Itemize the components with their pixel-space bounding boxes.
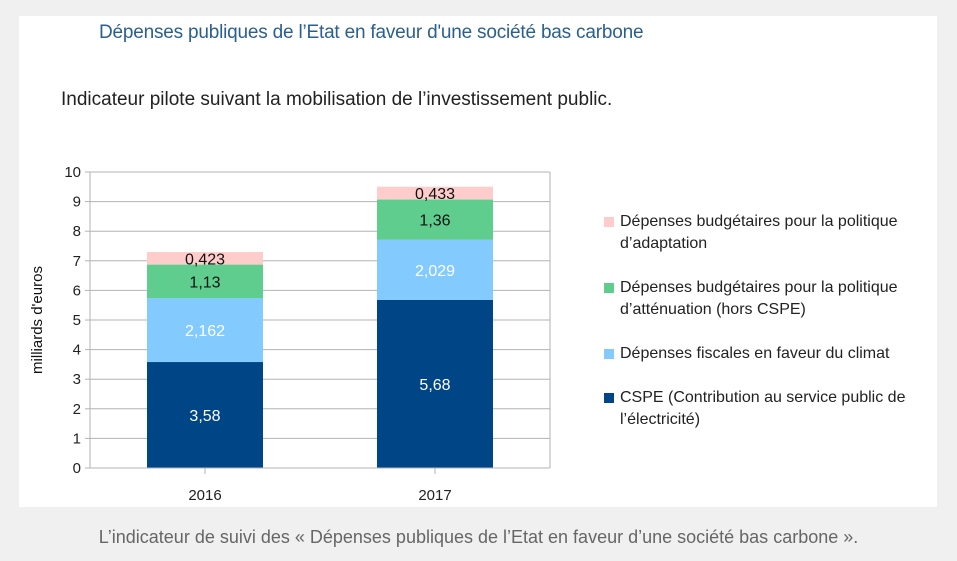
bar-segment xyxy=(147,252,263,265)
legend-swatch xyxy=(604,393,614,403)
y-tick-label: 1 xyxy=(73,430,81,447)
y-tick-label: 0 xyxy=(73,460,81,477)
bar-chart: 0 1 2 3 4 5 6 7 8 9 10 milliards d'euros 3,58 2,162 1,… xyxy=(29,164,551,504)
x-tick-label: 2017 xyxy=(418,487,451,504)
legend-item: CSPE (Contribution au service public de … xyxy=(604,387,934,431)
bar-segment xyxy=(377,186,493,200)
legend-item: Dépenses budgétaires pour la politique d… xyxy=(604,277,934,321)
bar-segment xyxy=(147,264,263,299)
legend-label: Dépenses budgétaires pour la politique d… xyxy=(620,213,898,252)
y-tick-label: 10 xyxy=(64,164,81,181)
legend-swatch xyxy=(604,283,614,293)
legend-label: CSPE (Contribution au service public de … xyxy=(620,389,906,428)
data-label: 1,13 xyxy=(189,274,220,291)
bar-segment xyxy=(377,239,493,300)
chart-legend: Dépenses budgétaires pour la politique d… xyxy=(604,211,934,453)
legend-label: Dépenses fiscales en faveur du climat xyxy=(620,345,890,362)
data-label: 2,162 xyxy=(185,323,225,340)
chart-subtitle: Indicateur pilote suivant la mobilisatio… xyxy=(61,89,613,110)
y-tick-label: 3 xyxy=(73,371,81,388)
bar-segment xyxy=(377,199,493,240)
data-label: 0,423 xyxy=(185,251,225,268)
y-tick-label: 8 xyxy=(73,223,81,240)
x-tick-label: 2016 xyxy=(188,487,221,504)
bar-segment xyxy=(147,362,263,468)
legend-label: Dépenses budgétaires pour la politique d… xyxy=(620,279,898,318)
y-tick-label: 2 xyxy=(73,401,81,418)
data-label: 5,68 xyxy=(419,377,450,394)
y-tick-label: 6 xyxy=(73,282,81,299)
data-label: 3,58 xyxy=(189,408,220,425)
figure-caption: L’indicateur de suivi des « Dépenses pub… xyxy=(98,527,859,547)
legend-swatch xyxy=(604,217,614,227)
bar-segment xyxy=(147,298,263,363)
data-label: 1,36 xyxy=(419,213,450,230)
bar-segment xyxy=(377,299,493,468)
y-tick-label: 7 xyxy=(73,253,81,270)
y-axis-title: milliards d'euros xyxy=(29,266,46,374)
chart-panel: Dépenses publiques de l’Etat en faveur d… xyxy=(19,16,937,507)
data-label: 0,433 xyxy=(415,186,455,203)
legend-item: Dépenses fiscales en faveur du climat xyxy=(604,343,934,365)
y-tick-label: 5 xyxy=(73,312,81,329)
chart-title: Dépenses publiques de l’Etat en faveur d… xyxy=(99,22,644,43)
y-tick-label: 9 xyxy=(73,194,81,211)
legend-item: Dépenses budgétaires pour la politique d… xyxy=(604,211,934,255)
y-tick-label: 4 xyxy=(73,342,81,359)
legend-swatch xyxy=(604,349,614,359)
data-label: 2,029 xyxy=(415,263,455,280)
